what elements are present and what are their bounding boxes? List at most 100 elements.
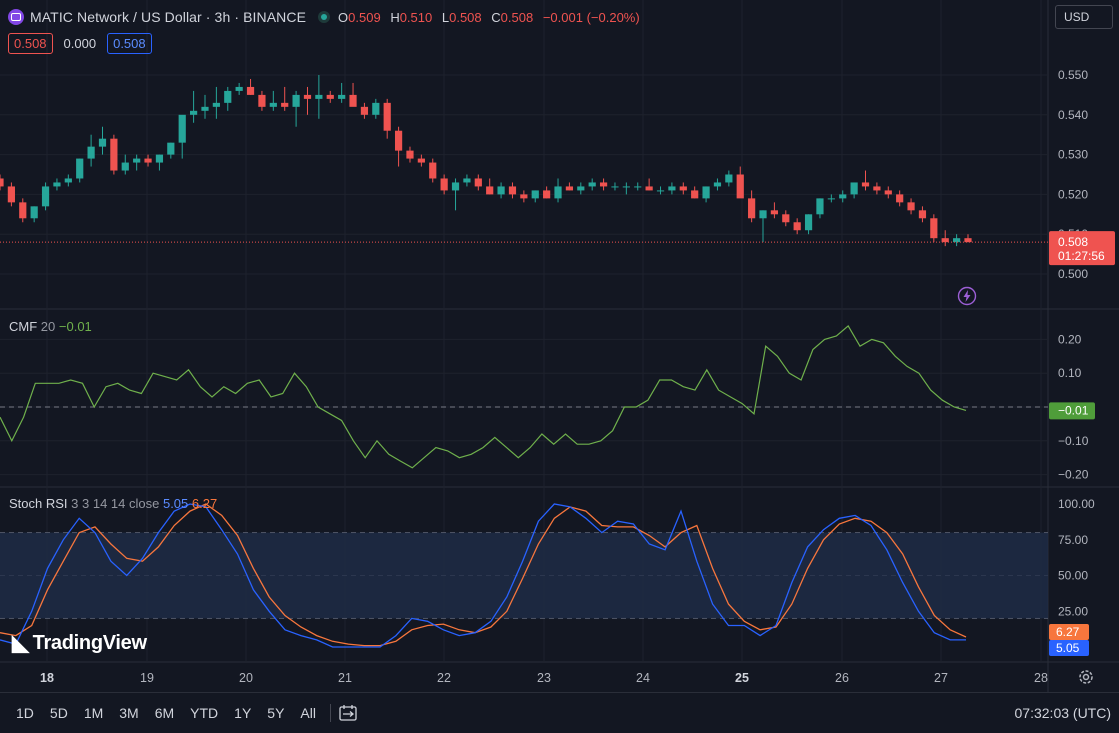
candle-body [816,198,824,215]
range-1d-button[interactable]: 1D [16,705,34,721]
candle-body [269,102,277,107]
tradingview-logo[interactable]: ◣ TradingView [12,630,147,656]
flash-icon[interactable] [957,286,977,306]
candle-body [440,178,448,191]
stoch-axis-label: 25.00 [1058,604,1088,618]
candle-body [178,114,186,143]
candle-body [861,182,870,187]
candle-body [964,238,972,243]
candle-body [326,94,334,99]
range-1y-button[interactable]: 1Y [234,705,252,721]
candle-body [30,206,38,219]
time-axis-label: 22 [437,671,451,685]
symbol-title[interactable]: MATIC Network / US Dollar · 3h · BINANCE [30,9,307,25]
candle-body [804,214,813,231]
ohlc-readout: O0.509 H0.510 L0.508 C0.508 −0.001 (−0.2… [338,10,646,25]
candle-body [543,190,551,199]
candle-body [167,142,175,155]
candle-body [144,158,152,163]
date-range-icon[interactable] [337,703,359,723]
candle-body [622,186,630,188]
candle-body [918,210,927,219]
candle-body [520,194,528,199]
price-badge-countdown: 01:27:56 [1058,249,1105,263]
price-axis-label: 0.500 [1058,267,1088,281]
candle-body [7,186,15,203]
candle-body [645,186,653,191]
range-ytd-button[interactable]: YTD [190,705,219,721]
candle-body [827,198,835,200]
candle-body [315,94,323,99]
buy-price-pill[interactable]: 0.508 [107,33,152,54]
sell-price-pill[interactable]: 0.508 [8,33,53,54]
stoch-d-value: 6.27 [191,496,218,511]
candle-body [64,178,72,183]
candle-body [406,150,414,159]
price-axis-label: 0.550 [1058,68,1088,82]
tradingview-brand: TradingView [32,631,147,654]
cmf-line [0,324,967,469]
stoch-d-badge [1049,624,1089,641]
market-status-icon[interactable] [318,11,331,23]
utc-clock[interactable]: 07:32:03 (UTC) [1014,705,1111,721]
matic-logo-icon [8,9,24,25]
candle-body [554,186,562,199]
candle-body [577,186,585,191]
time-axis-label: 28 [1034,671,1048,685]
candle-body [656,190,665,192]
candle-body [451,182,460,191]
close-label: C [491,9,501,25]
candle-body [736,174,744,199]
range-5y-button[interactable]: 5Y [267,705,285,721]
stoch-params: 3 3 14 14 close [71,496,160,511]
price-axis-label: 0.540 [1058,108,1088,122]
time-axis-label: 23 [537,671,551,685]
cmf-legend[interactable]: CMF 20 −0.01 [9,319,92,334]
high-label: H [390,9,400,25]
candle-body [748,198,756,219]
range-all-button[interactable]: All [300,705,316,721]
candle-body [155,154,164,163]
cmf-axis-label: −0.20 [1058,468,1089,482]
cmf-badge-value: −0.01 [1058,403,1089,417]
candle-body [702,186,710,199]
stoch-axis-label: 75.00 [1058,533,1088,547]
candle-body [258,94,266,107]
candle-body [850,182,858,195]
time-axis-label: 27 [934,671,948,685]
candle-body [87,146,95,159]
candle-body [303,94,312,99]
price-axis-label: 0.520 [1058,187,1088,201]
open-label: O [338,9,349,25]
candle-body [679,186,687,191]
gear-icon[interactable] [1077,668,1095,686]
candle-body [53,182,61,187]
candle-body [98,138,107,147]
spread-value: 0.000 [63,36,97,51]
candle-body [588,182,596,187]
candle-body [531,190,539,199]
time-axis-label: 25 [735,671,749,685]
range-6m-button[interactable]: 6M [154,705,175,721]
symbol-header: MATIC Network / US Dollar · 3h · BINANCE… [8,6,646,28]
stoch-legend[interactable]: Stoch RSI 3 3 14 14 close 5.05 6.27 [9,496,217,511]
time-axis-label: 19 [140,671,154,685]
range-5d-button[interactable]: 5D [49,705,68,721]
stoch-k-line [0,503,966,648]
range-3m-button[interactable]: 3M [119,705,139,721]
candle-body [486,186,494,195]
candle-body [873,186,881,191]
cmf-value: −0.01 [58,319,92,334]
candle-body [497,186,505,195]
candle-body [725,174,733,183]
candle-body [41,186,50,207]
candle-body [201,106,209,111]
stoch-name: Stoch RSI [9,496,68,511]
candle-body [360,106,369,115]
candle-body [19,202,27,219]
currency-select[interactable]: USD [1055,5,1113,29]
range-1m-button[interactable]: 1M [83,705,104,721]
toolbar-divider [329,704,331,722]
